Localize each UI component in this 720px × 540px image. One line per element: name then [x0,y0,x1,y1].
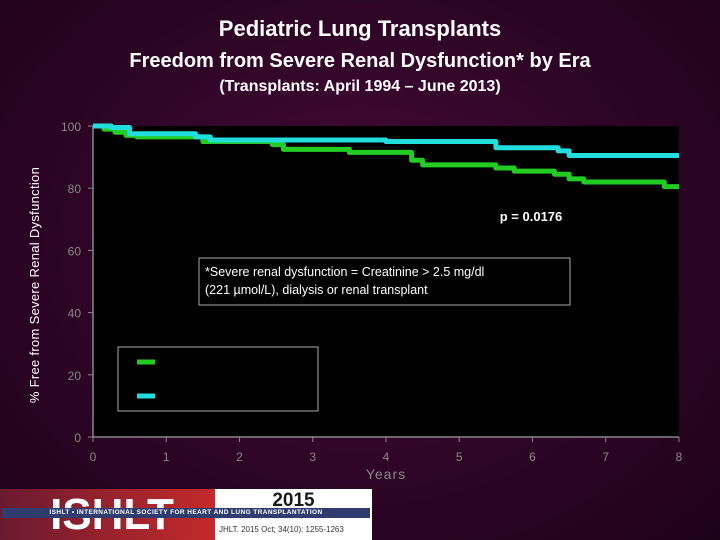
footnote-line-2: (221 µmol/L), dialysis or renal transpla… [205,283,428,297]
x-tick-label: 7 [602,450,609,464]
chart-subtitle: Freedom from Severe Renal Dysfunction* b… [129,50,591,72]
x-tick-label: 8 [676,450,683,464]
chart-date-range: (Transplants: April 1994 – June 2013) [219,78,501,95]
chart-title: Pediatric Lung Transplants [218,16,502,41]
x-tick-label: 2 [236,450,243,464]
x-tick-label: 6 [529,450,536,464]
y-tick-label: 0 [74,431,81,445]
footnote-box [198,257,571,306]
org-name-banner: ISHLT • INTERNATIONAL SOCIETY FOR HEART … [2,508,370,518]
x-tick-label: 3 [309,450,316,464]
y-tick-label: 80 [68,182,82,196]
x-tick-label: 1 [163,450,170,464]
y-tick-label: 40 [68,307,82,321]
publication-year: 2015 [272,490,315,511]
x-tick-label: 0 [90,450,97,464]
y-tick-label: 20 [68,369,82,383]
x-axis-label: Years [366,466,406,482]
x-tick-label: 5 [456,450,463,464]
p-value-label: p = 0.0176 [500,209,563,224]
series-line-2 [93,123,679,159]
legend-box [117,346,319,412]
y-tick-label: 100 [61,120,81,134]
y-tick-label: 60 [68,244,82,258]
axis-ticks: 0 20 40 60 80 100 0 1 2 3 4 5 6 7 8 [61,120,683,464]
x-tick-label: 4 [383,450,390,464]
footnote-line-1: *Severe renal dysfunction = Creatinine >… [205,265,484,279]
citation: JHLT. 2015 Oct; 34(10): 1255-1263 [219,525,344,534]
series-lines [93,123,679,190]
